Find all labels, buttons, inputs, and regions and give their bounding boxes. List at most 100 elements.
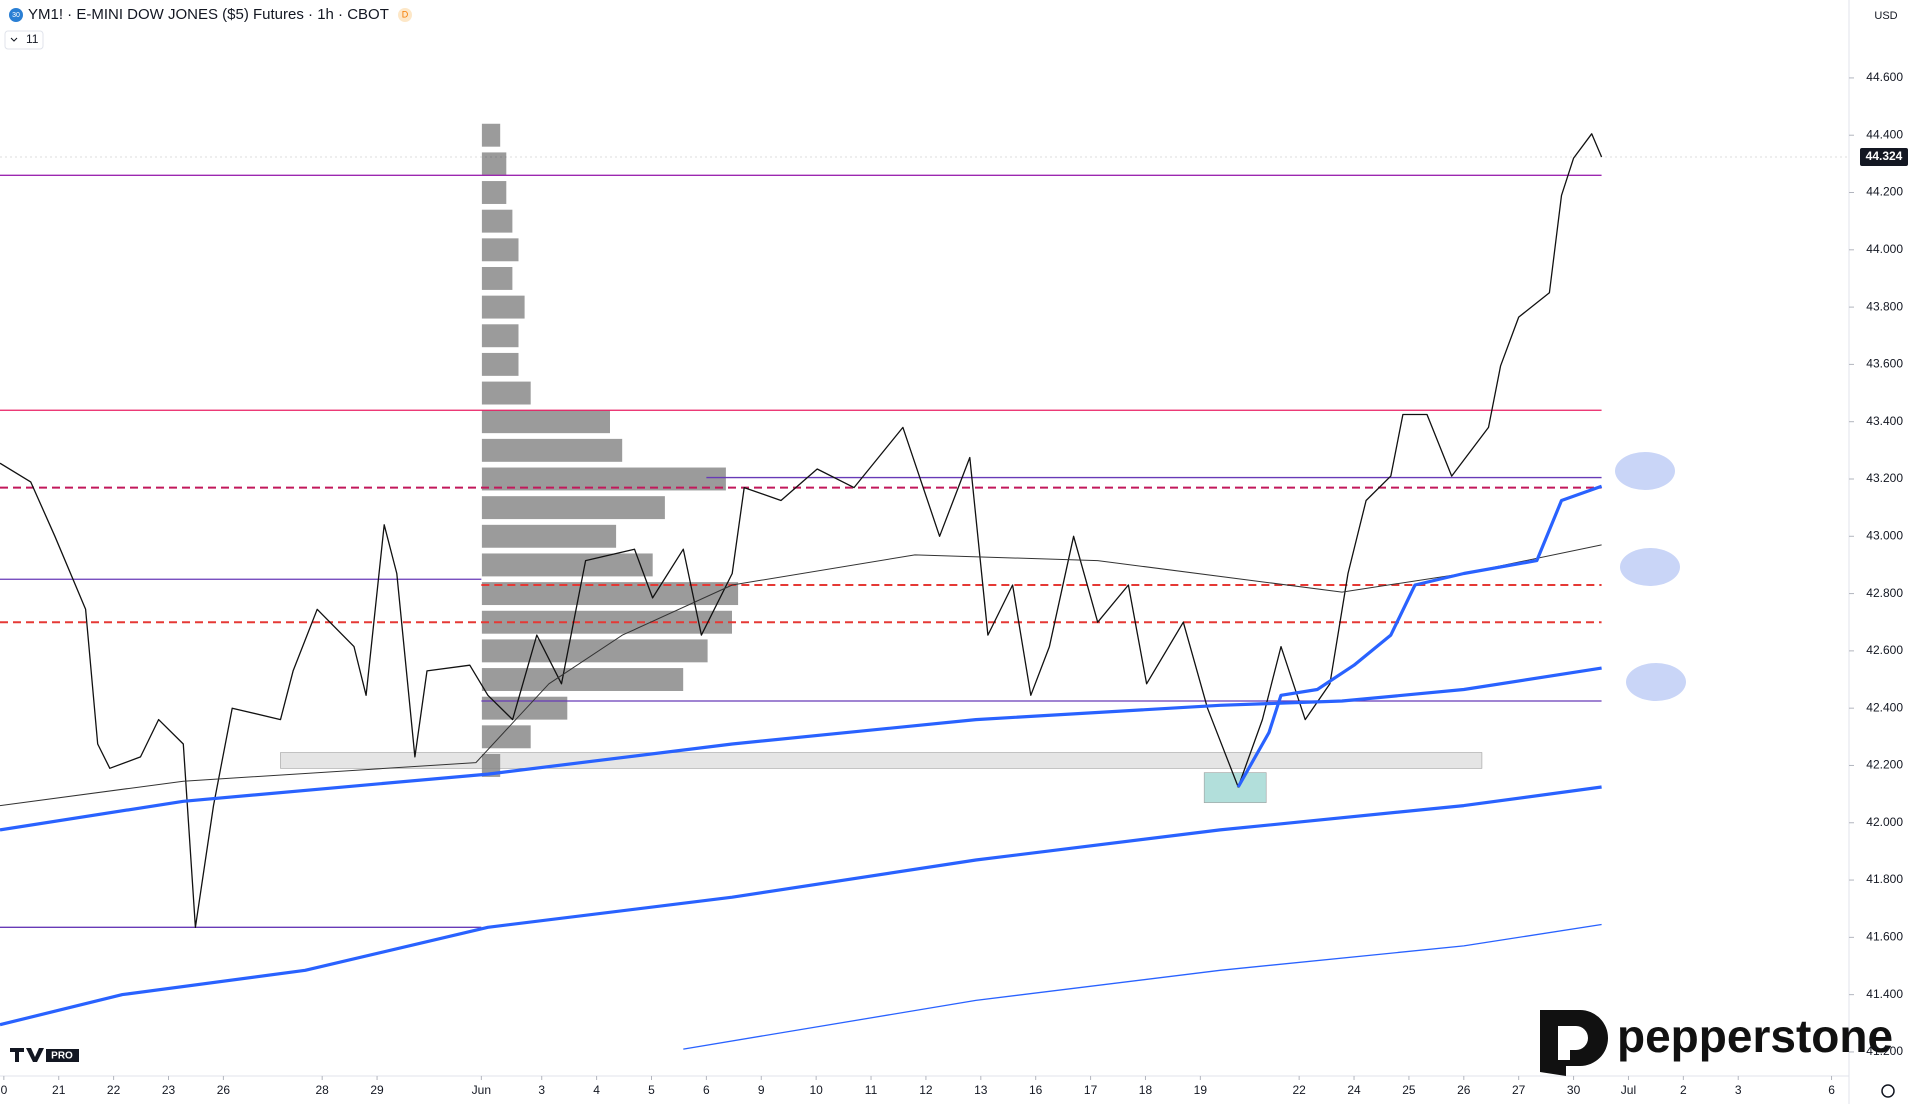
y-tick-label: 42.200	[1866, 758, 1903, 772]
indicators-toggle[interactable]	[4, 30, 44, 50]
volume-profile-bar	[481, 582, 739, 606]
price-line	[0, 666, 1602, 832]
volume-profile-bar	[481, 438, 623, 462]
x-tick-label: 11	[865, 1083, 878, 1097]
last-price-label: 44.324	[1866, 149, 1903, 163]
x-tick-label: 22	[1292, 1083, 1306, 1097]
volume-profile-bar	[481, 152, 507, 176]
volume-profile-bar	[481, 524, 617, 548]
indicators-count[interactable]: 11	[26, 32, 39, 46]
volume-profile-bar	[481, 553, 653, 577]
pro-badge	[46, 1049, 79, 1062]
x-tick-label: 9	[758, 1083, 765, 1097]
chevron-icon	[10, 37, 18, 42]
price-line	[683, 923, 1602, 1050]
volume-profile-bar	[481, 352, 519, 376]
x-tick-label: 17	[1084, 1083, 1098, 1097]
y-tick-label: 43.400	[1866, 414, 1903, 428]
x-tick-label: 26	[217, 1083, 231, 1097]
settings-icon[interactable]	[1881, 1084, 1895, 1098]
zone	[1203, 772, 1267, 804]
x-tick-label: 29	[370, 1083, 384, 1097]
volume-profile-bar	[481, 181, 507, 204]
x-tick-label: 18	[1139, 1083, 1153, 1097]
y-tick-label: 44.400	[1866, 127, 1903, 141]
x-tick-label: 6	[1828, 1083, 1835, 1097]
volume-profile-bar	[481, 725, 531, 749]
volume-profile-bar	[481, 668, 684, 691]
y-tick-label: 41.400	[1866, 987, 1903, 1001]
volume-profile-bar	[481, 410, 610, 434]
price-line	[1236, 484, 1603, 788]
price-line	[0, 785, 1602, 1027]
y-tick-label: 41.600	[1866, 930, 1903, 944]
x-tick-label: 6	[703, 1083, 710, 1097]
symbol-icon-text: 30	[12, 12, 20, 19]
x-tick-label: 10	[809, 1083, 823, 1097]
x-tick-label: 4	[593, 1083, 600, 1097]
x-tick-label: 30	[1567, 1083, 1581, 1097]
x-tick-label: 22	[107, 1083, 121, 1097]
ellipse-drawing	[1626, 663, 1686, 701]
volume-profile-bar	[481, 381, 531, 405]
price-line	[0, 133, 1603, 928]
y-tick-label: 42.400	[1866, 700, 1903, 714]
y-tick-label: 43.800	[1866, 299, 1903, 313]
ellipse-drawing	[1615, 452, 1675, 490]
delay-badge-text: D	[402, 9, 409, 19]
x-tick-label: 12	[919, 1083, 933, 1097]
y-tick-label: 42.800	[1866, 586, 1903, 600]
y-tick-label: 42.000	[1866, 815, 1903, 829]
volume-profile-bar	[481, 209, 513, 233]
y-tick-label: 44.200	[1866, 185, 1903, 199]
zone	[280, 752, 1483, 769]
x-tick-label: 2	[1680, 1083, 1687, 1097]
y-tick-label: 43.600	[1866, 357, 1903, 371]
delay-badge	[398, 8, 412, 22]
x-tick-label: Jun	[472, 1083, 491, 1097]
x-tick-label: 21	[52, 1083, 66, 1097]
volume-profile-bar	[481, 496, 665, 520]
volume-profile-bar	[481, 266, 513, 290]
x-tick-label: 3	[538, 1083, 545, 1097]
symbol-title[interactable]: YM1! · E-MINI DOW JONES ($5) Futures · 1…	[28, 6, 389, 23]
price-line	[0, 544, 1602, 807]
ellipse-drawing	[1620, 548, 1680, 586]
x-tick-label: 28	[315, 1083, 329, 1097]
pro-badge-text: PRO	[51, 1051, 73, 1062]
volume-profile-bar	[481, 324, 519, 348]
volume-profile-bar	[481, 467, 726, 491]
volume-profile-bar	[481, 238, 519, 262]
x-tick-label: 25	[1402, 1083, 1416, 1097]
y-tick-label: 44.000	[1866, 242, 1903, 256]
x-tick-label: 24	[1347, 1083, 1361, 1097]
x-tick-label: 23	[162, 1083, 176, 1097]
x-tick-label: 0	[1, 1083, 8, 1097]
tv-logo	[10, 1048, 44, 1062]
volume-profile-bar	[481, 610, 732, 634]
y-tick-label: 44.600	[1866, 70, 1903, 84]
y-tick-label: 42.600	[1866, 643, 1903, 657]
x-tick-label: 27	[1512, 1083, 1526, 1097]
x-tick-label: Jul	[1621, 1083, 1636, 1097]
x-tick-label: 3	[1735, 1083, 1742, 1097]
volume-profile-bar	[481, 754, 501, 777]
watermark: pepperstone	[1617, 1010, 1893, 1062]
y-tick-label: 43.000	[1866, 528, 1903, 542]
y-tick-label: 41.200	[1866, 1044, 1903, 1058]
volume-profile-bar	[481, 639, 708, 663]
y-tick-label: 41.800	[1866, 872, 1903, 886]
x-tick-label: 19	[1194, 1083, 1208, 1097]
x-tick-label: 13	[974, 1083, 988, 1097]
plot-area	[0, 123, 1848, 1050]
volume-profile-bar	[481, 295, 525, 319]
x-tick-label: 5	[648, 1083, 655, 1097]
symbol-icon	[9, 8, 23, 22]
volume-profile-bar	[481, 123, 501, 147]
currency-label[interactable]: USD	[1874, 10, 1897, 22]
volume-profile-bar	[481, 696, 568, 720]
x-tick-label: 26	[1457, 1083, 1471, 1097]
